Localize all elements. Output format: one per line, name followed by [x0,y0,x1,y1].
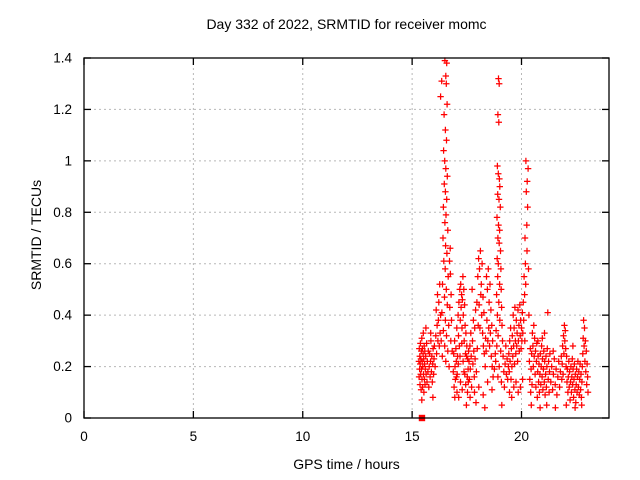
axis-ticks [83,57,609,419]
y-tick-label: 0.8 [53,205,72,220]
y-tick-label: 0.2 [53,359,72,374]
series-srmtid [415,57,592,411]
x-tick-label: 10 [295,429,310,444]
gridlines [84,58,609,418]
x-tick-label: 20 [514,429,529,444]
chart-title: Day 332 of 2022, SRMTID for receiver mom… [206,16,487,32]
y-tick-label: 1 [64,153,72,168]
y-tick-label: 0.6 [53,256,72,271]
x-tick-label: 5 [190,429,198,444]
plot-border [83,57,610,419]
x-tick-label: 0 [80,429,88,444]
y-tick-label: 0.4 [53,308,72,323]
y-tick-label: 0 [64,411,72,426]
data-points [415,57,592,422]
y-tick-label: 1.2 [53,102,72,117]
x-tick-label: 15 [405,429,420,444]
y-tick-label: 1.4 [53,51,72,66]
tick-labels: 0 5 10 15 20 0 0.2 0.4 0.6 0.8 1 1.2 1.4 [53,51,529,445]
x-axis-label: GPS time / hours [293,456,400,472]
